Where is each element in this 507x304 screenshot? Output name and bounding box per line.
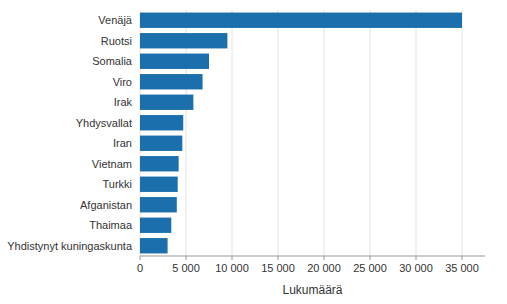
tick-mark (232, 256, 233, 260)
bar (140, 95, 193, 110)
grid-line (370, 10, 371, 256)
bar (140, 156, 179, 171)
x-axis-line (140, 256, 485, 257)
bars (140, 13, 462, 254)
chart: Yhdistynyt kuningaskunta Thaimaa Afganista… (0, 0, 507, 304)
category-label: Vietnam (92, 158, 132, 170)
bar (140, 33, 227, 48)
tick-label: 15 000 (261, 262, 295, 274)
grid-line (232, 10, 233, 256)
grid-line (278, 10, 279, 256)
bar (140, 218, 171, 233)
bar (140, 115, 183, 130)
bar (140, 74, 203, 89)
bar (140, 177, 178, 192)
category-label: Irak (114, 96, 133, 108)
grid (140, 10, 462, 256)
tick-mark (462, 256, 463, 260)
bar (140, 238, 168, 253)
tick-mark (278, 256, 279, 260)
bar (140, 136, 182, 151)
x-axis-title: Lukumäärä (282, 283, 342, 297)
tick-mark (140, 256, 141, 260)
grid-line (462, 10, 463, 256)
tick-label: 5 000 (172, 262, 200, 274)
tick-mark (416, 256, 417, 260)
tick-label: 30 000 (399, 262, 433, 274)
category-label: Iran (113, 137, 132, 149)
category-label: Venäjä (98, 14, 133, 26)
y-axis-labels: Yhdistynyt kuningaskunta Thaimaa Afganista… (7, 14, 133, 252)
category-label: Yhdistynyt kuningaskunta (7, 240, 133, 252)
tick-mark (324, 256, 325, 260)
x-axis: 0 5 000 10 000 15 000 20 000 25 000 30 000 35 0… (137, 256, 485, 274)
bar (140, 54, 209, 69)
bar (140, 197, 177, 212)
chart-container: Yhdistynyt kuningaskunta Thaimaa Afganista… (0, 0, 507, 304)
grid-line (416, 10, 417, 256)
tick-mark (370, 256, 371, 260)
grid-line (324, 10, 325, 256)
tick-mark (186, 256, 187, 260)
category-label: Afganistan (80, 199, 132, 211)
tick-label: 10 000 (215, 262, 249, 274)
category-label: Viro (113, 76, 132, 88)
category-label: Ruotsi (101, 35, 132, 47)
bar (140, 13, 462, 28)
tick-label: 20 000 (307, 262, 341, 274)
category-label: Turkki (102, 178, 132, 190)
category-label: Somalia (92, 55, 133, 67)
category-label: Thaimaa (89, 219, 133, 231)
category-label: Yhdysvallat (76, 117, 132, 129)
tick-label: 25 000 (353, 262, 387, 274)
tick-label: 0 (137, 262, 143, 274)
tick-label: 35 000 (445, 262, 479, 274)
